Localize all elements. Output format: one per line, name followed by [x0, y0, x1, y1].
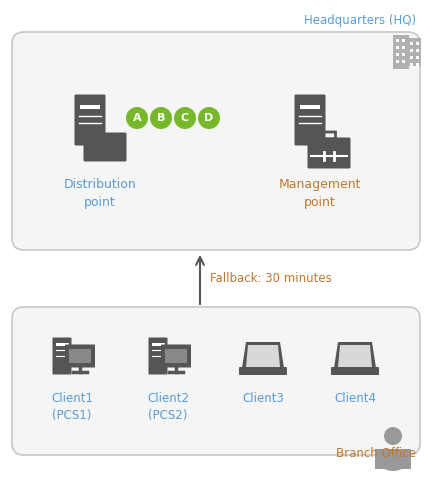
Circle shape: [126, 107, 148, 129]
FancyBboxPatch shape: [12, 32, 420, 250]
Bar: [402, 60, 405, 63]
Circle shape: [150, 107, 172, 129]
Bar: [402, 39, 405, 42]
FancyBboxPatch shape: [12, 307, 420, 455]
Bar: [396, 46, 399, 49]
FancyBboxPatch shape: [85, 130, 100, 136]
Bar: [259, 367, 267, 370]
Ellipse shape: [378, 449, 408, 471]
Circle shape: [198, 107, 220, 129]
Bar: [416, 42, 419, 45]
FancyBboxPatch shape: [307, 137, 350, 168]
FancyBboxPatch shape: [74, 95, 106, 145]
FancyBboxPatch shape: [161, 345, 191, 368]
Text: Branch Office: Branch Office: [336, 447, 416, 460]
FancyBboxPatch shape: [331, 367, 379, 375]
Text: Client2
(PCS2): Client2 (PCS2): [147, 392, 189, 422]
Polygon shape: [334, 342, 376, 368]
Text: C: C: [181, 113, 189, 123]
Bar: [410, 49, 413, 52]
Bar: [416, 56, 419, 59]
Bar: [152, 343, 165, 346]
Bar: [396, 39, 399, 42]
Bar: [300, 105, 320, 109]
Bar: [56, 343, 68, 346]
Bar: [396, 53, 399, 56]
Bar: [69, 348, 91, 362]
Text: D: D: [205, 113, 214, 123]
Text: Client1
(PCS1): Client1 (PCS1): [51, 392, 93, 422]
Bar: [80, 105, 100, 109]
Circle shape: [174, 107, 196, 129]
FancyBboxPatch shape: [407, 38, 421, 66]
FancyBboxPatch shape: [393, 35, 409, 69]
FancyBboxPatch shape: [239, 367, 287, 375]
Bar: [165, 348, 187, 362]
Bar: [410, 42, 413, 45]
Bar: [351, 367, 359, 370]
Circle shape: [384, 427, 402, 445]
FancyBboxPatch shape: [294, 95, 325, 145]
Bar: [402, 53, 405, 56]
Text: A: A: [133, 113, 141, 123]
Text: Distribution
point: Distribution point: [64, 178, 136, 209]
Bar: [375, 449, 411, 469]
Polygon shape: [338, 345, 372, 367]
Text: Client3: Client3: [242, 392, 284, 405]
Text: Client4: Client4: [334, 392, 376, 405]
Text: Headquarters (HQ): Headquarters (HQ): [304, 14, 416, 27]
Bar: [402, 46, 405, 49]
FancyBboxPatch shape: [53, 337, 71, 374]
Bar: [410, 63, 413, 66]
Bar: [396, 60, 399, 63]
FancyBboxPatch shape: [148, 337, 167, 374]
Text: B: B: [157, 113, 165, 123]
Bar: [416, 63, 419, 66]
FancyBboxPatch shape: [65, 345, 95, 368]
Text: Fallback: 30 minutes: Fallback: 30 minutes: [210, 273, 332, 286]
Bar: [410, 56, 413, 59]
Polygon shape: [246, 345, 280, 367]
Text: Management
point: Management point: [279, 178, 361, 209]
Bar: [416, 49, 419, 52]
FancyBboxPatch shape: [84, 132, 127, 161]
Polygon shape: [242, 342, 284, 368]
